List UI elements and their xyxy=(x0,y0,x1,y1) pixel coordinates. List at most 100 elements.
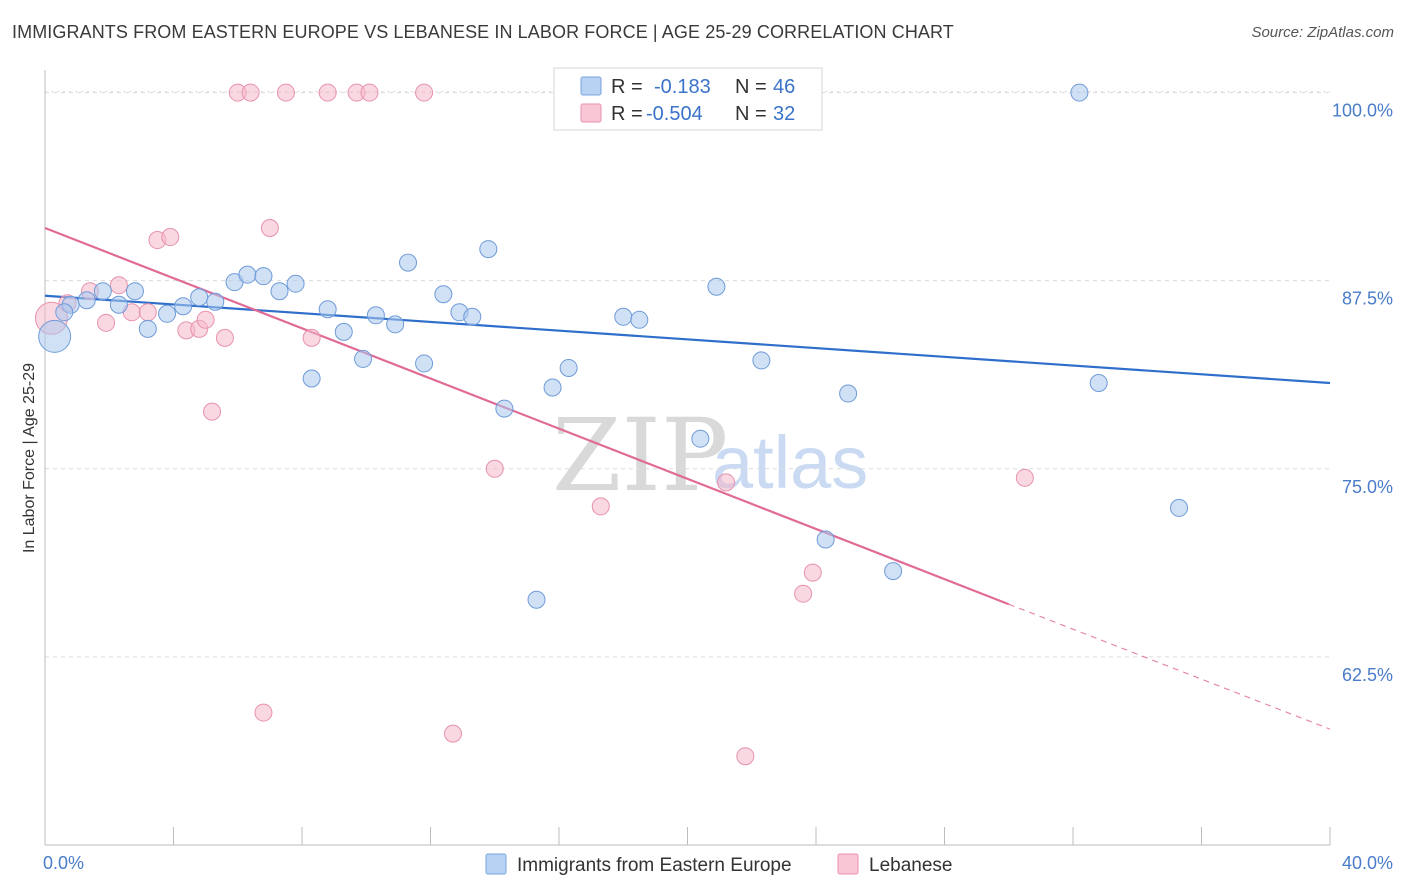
trend-lines xyxy=(44,226,1331,730)
legend-n-label-blue: N = xyxy=(735,76,767,98)
point-eastern-europe xyxy=(630,310,649,329)
point-eastern-europe xyxy=(254,267,273,286)
point-eastern-europe xyxy=(463,307,482,326)
point-eastern-europe xyxy=(1070,83,1089,102)
legend-n-label-pink: N = xyxy=(735,103,767,125)
x-tick-label-max: 40.0% xyxy=(1342,853,1393,873)
y-tick-label: 62.5% xyxy=(1342,665,1393,685)
bottom-legend-label-pink: Lebanese xyxy=(869,855,952,876)
point-eastern-europe xyxy=(884,562,903,581)
point-lebanese xyxy=(360,83,379,102)
point-eastern-europe xyxy=(302,369,321,388)
point-lebanese xyxy=(203,402,222,421)
y-tick-label: 100.0% xyxy=(1332,101,1393,121)
point-eastern-europe xyxy=(318,300,337,319)
point-eastern-europe xyxy=(495,399,514,418)
point-lebanese xyxy=(138,303,157,322)
bottom-legend-swatch-pink xyxy=(837,853,859,875)
grid xyxy=(45,91,1330,658)
legend-r-label-pink: R = xyxy=(611,103,643,125)
y-ticks: 62.5% 75.0% 87.5% 100.0% xyxy=(1332,101,1393,685)
point-lebanese xyxy=(485,459,504,478)
point-lebanese xyxy=(415,83,434,102)
point-eastern-europe xyxy=(354,349,373,368)
trend-line-eastern-europe xyxy=(44,294,1331,385)
point-eastern-europe xyxy=(614,307,633,326)
point-lebanese xyxy=(196,310,215,329)
point-eastern-europe xyxy=(415,354,434,373)
y-tick-label: 75.0% xyxy=(1342,477,1393,497)
point-lebanese xyxy=(1015,468,1034,487)
point-eastern-europe xyxy=(270,282,289,301)
source-label: Source: ZipAtlas.com xyxy=(1251,24,1394,41)
point-eastern-europe xyxy=(109,295,128,314)
point-eastern-europe xyxy=(1089,374,1108,393)
point-eastern-europe xyxy=(839,384,858,403)
point-lebanese xyxy=(276,83,295,102)
point-lebanese xyxy=(161,228,180,247)
chart-title: IMMIGRANTS FROM EASTERN EUROPE VS LEBANE… xyxy=(12,22,954,42)
point-eastern-europe xyxy=(1170,498,1189,517)
point-lebanese xyxy=(97,313,116,332)
point-lebanese xyxy=(794,584,813,603)
trend-line-lebanese xyxy=(44,226,1010,606)
legend-r-value-pink: -0.504 xyxy=(646,103,703,125)
point-eastern-europe xyxy=(543,378,562,397)
trend-line-lebanese-extrapolated xyxy=(1008,603,1331,730)
legend-r-label-blue: R = xyxy=(611,76,643,98)
point-eastern-europe xyxy=(816,530,835,549)
point-lebanese xyxy=(443,724,462,743)
legend-n-value-pink: 32 xyxy=(773,103,795,125)
bottom-legend: Immigrants from Eastern Europe Lebanese xyxy=(485,853,952,876)
point-lebanese xyxy=(318,83,337,102)
point-eastern-europe xyxy=(386,315,405,334)
point-eastern-europe xyxy=(434,285,453,304)
point-lebanese xyxy=(260,219,279,238)
point-eastern-europe xyxy=(93,282,112,301)
point-lebanese xyxy=(803,563,822,582)
legend-swatch-pink xyxy=(580,103,602,123)
point-eastern-europe xyxy=(399,253,418,272)
legend-r-value-blue: -0.183 xyxy=(654,76,711,98)
point-eastern-europe xyxy=(206,292,225,311)
y-tick-label: 87.5% xyxy=(1342,289,1393,309)
point-eastern-europe xyxy=(559,358,578,377)
point-lebanese xyxy=(736,747,755,766)
point-lebanese xyxy=(254,703,273,722)
x-tick-label-min: 0.0% xyxy=(43,853,84,873)
y-axis-label: In Labor Force | Age 25-29 xyxy=(21,363,38,553)
point-lebanese xyxy=(215,328,234,347)
point-eastern-europe xyxy=(174,297,193,316)
point-eastern-europe xyxy=(238,265,257,284)
point-eastern-europe xyxy=(55,303,74,322)
watermark-atlas: atlas xyxy=(712,421,868,504)
point-eastern-europe xyxy=(752,351,771,370)
point-eastern-europe xyxy=(334,322,353,341)
point-eastern-europe xyxy=(125,282,144,301)
legend: R = -0.183 N = 46 R = -0.504 N = 32 xyxy=(553,67,823,131)
point-eastern-europe xyxy=(190,288,209,307)
point-eastern-europe xyxy=(38,319,72,353)
point-lebanese xyxy=(717,473,736,492)
point-eastern-europe xyxy=(707,277,726,296)
point-lebanese xyxy=(109,276,128,295)
watermark-zip: ZIP xyxy=(552,397,728,514)
point-eastern-europe xyxy=(527,590,546,609)
point-eastern-europe xyxy=(691,429,710,448)
point-lebanese xyxy=(241,83,260,102)
point-eastern-europe xyxy=(286,274,305,293)
legend-swatch-blue xyxy=(580,76,602,96)
point-eastern-europe xyxy=(77,291,96,310)
point-lebanese xyxy=(302,328,321,347)
point-eastern-europe xyxy=(158,304,177,323)
legend-n-value-blue: 46 xyxy=(773,76,795,98)
bottom-legend-swatch-blue xyxy=(485,853,507,875)
x-ticks: 0.0% 40.0% xyxy=(43,827,1393,873)
point-eastern-europe xyxy=(479,240,498,259)
watermark: ZIP atlas xyxy=(552,397,868,514)
point-eastern-europe xyxy=(138,319,157,338)
point-eastern-europe xyxy=(366,306,385,325)
bottom-legend-label-blue: Immigrants from Eastern Europe xyxy=(517,855,792,876)
point-lebanese xyxy=(591,497,610,516)
